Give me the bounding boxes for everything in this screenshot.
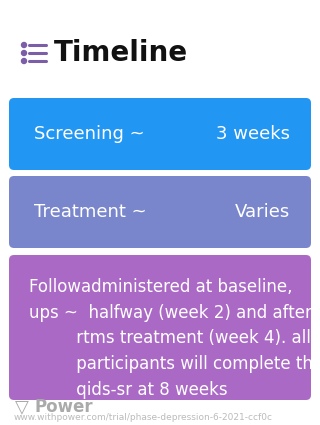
FancyBboxPatch shape [9,255,311,400]
Text: Treatment ~: Treatment ~ [34,203,147,221]
FancyBboxPatch shape [9,98,311,170]
Circle shape [21,59,27,63]
Text: ▽: ▽ [15,398,29,416]
Text: Varies: Varies [235,203,290,221]
Text: Timeline: Timeline [54,39,188,67]
Circle shape [21,42,27,48]
Text: Followadministered at baseline,
ups ~  halfway (week 2) and after
         rtms : Followadministered at baseline, ups ~ ha… [29,278,320,425]
Text: www.withpower.com/trial/phase-depression-6-2021-ccf0c: www.withpower.com/trial/phase-depression… [14,414,273,422]
FancyBboxPatch shape [9,176,311,248]
Circle shape [21,51,27,56]
Text: 3 weeks: 3 weeks [216,125,290,143]
Text: Power: Power [34,398,92,416]
Text: Screening ~: Screening ~ [34,125,145,143]
